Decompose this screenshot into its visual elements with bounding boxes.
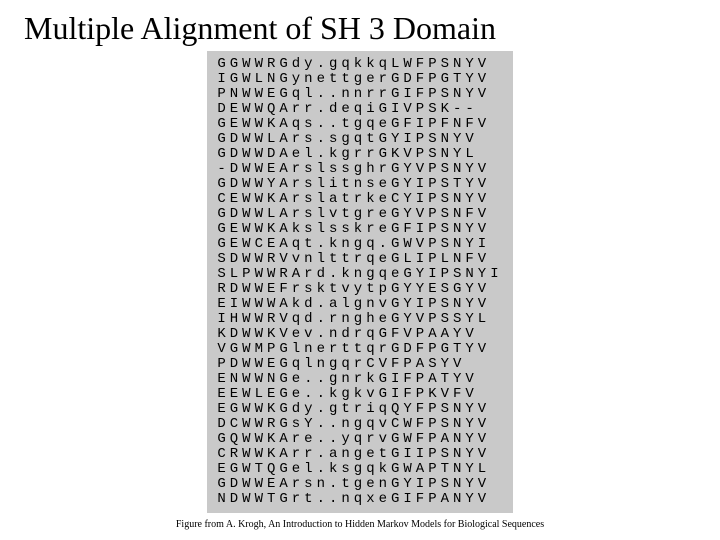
alignment-block: GGWWRGdy.gqkkqLWFPSNYV IGWLNGynettgerGDF… (207, 51, 512, 513)
page-title: Multiple Alignment of SH 3 Domain (0, 0, 720, 51)
figure-caption: Figure from A. Krogh, An Introduction to… (0, 513, 720, 530)
alignment-container: GGWWRGdy.gqkkqLWFPSNYV IGWLNGynettgerGDF… (0, 51, 720, 513)
